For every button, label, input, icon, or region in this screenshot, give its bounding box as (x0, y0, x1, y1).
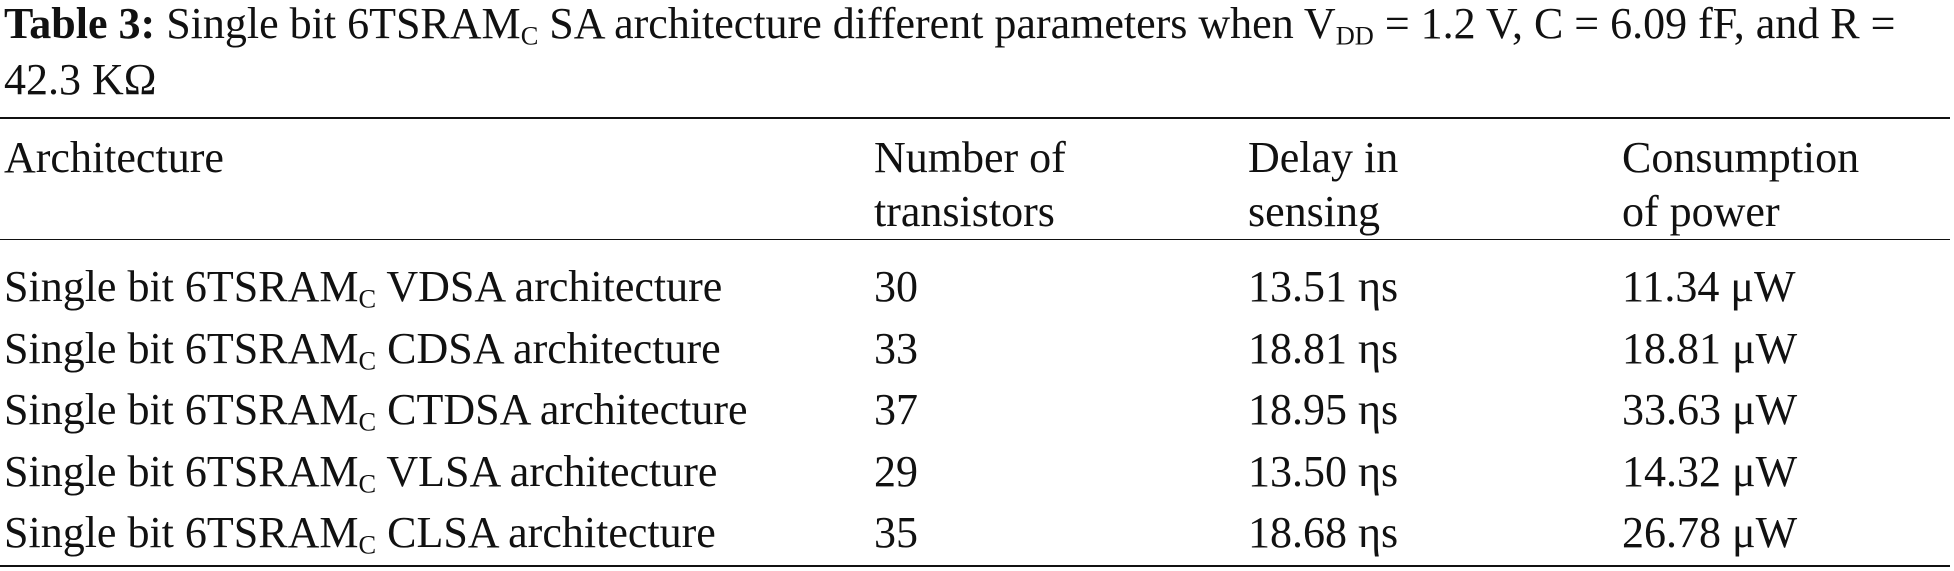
cell-text: VLSA architecture (376, 446, 718, 496)
subscript: C (358, 283, 377, 314)
cell: Single bit 6TSRAMC CLSA architecture (4, 506, 716, 560)
cell: 18.81 ηs (1248, 323, 1399, 373)
header-rule (0, 239, 1950, 240)
cell: 18.95 ηs (1248, 385, 1399, 434)
cell-text: Single bit 6TSRAM (4, 262, 359, 311)
cell: 13.50 ηs (1248, 446, 1399, 496)
bottom-rule (0, 565, 1950, 567)
cell: 18.81 μW (1622, 323, 1798, 373)
cell-text: Single bit 6TSRAM (4, 323, 359, 373)
caption-label: Table 3: (4, 0, 156, 48)
cell-text: CDSA architecture (376, 323, 721, 373)
subscript: C (358, 529, 377, 560)
cell-text: Single bit 6TSRAM (4, 446, 359, 496)
cell: 37 (874, 385, 918, 434)
subscript: C (520, 20, 539, 51)
subscript: DD (1335, 20, 1374, 51)
subscript: C (358, 468, 377, 499)
cell-text: Single bit 6TSRAM (4, 385, 359, 434)
cell: 26.78 μW (1622, 508, 1798, 557)
cell: 35 (874, 508, 918, 557)
cell-text: Single bit 6TSRAM (4, 508, 359, 557)
cell: Single bit 6TSRAMC VDSA architecture (4, 260, 722, 314)
cell-text: VDSA architecture (376, 262, 723, 311)
header-cell: Architecture (4, 133, 224, 182)
header-cell: Number of (874, 133, 1066, 182)
caption: Table 3: Single bit 6TSRAMC SA architect… (4, 0, 1944, 108)
cell: 13.51 ηs (1248, 262, 1399, 311)
cell: 29 (874, 446, 918, 496)
caption-text: Single bit 6TSRAM (166, 0, 521, 48)
cell: Single bit 6TSRAMC VLSA architecture (4, 445, 717, 499)
cell: 14.32 μW (1622, 446, 1798, 496)
header-cell: Delay in (1248, 133, 1399, 182)
caption-text: = 1.2 V, C = 6.09 fF, and R = 42.3 KΩ (4, 0, 1907, 104)
header-cell: sensing (1248, 187, 1380, 236)
cell: 18.68 ηs (1248, 508, 1399, 557)
cell: 33 (874, 323, 918, 373)
cell-text: CLSA architecture (376, 508, 716, 557)
caption-text: SA architecture different parameters whe… (538, 0, 1336, 48)
subscript: C (358, 345, 377, 376)
cell: 33.63 μW (1622, 385, 1798, 434)
cell: 30 (874, 262, 918, 311)
header-cell: of power (1622, 187, 1780, 236)
cell: Single bit 6TSRAMC CTDSA architecture (4, 383, 748, 437)
top-rule (0, 117, 1950, 119)
cell: Single bit 6TSRAMC CDSA architecture (4, 322, 721, 376)
subscript: C (358, 406, 377, 437)
cell: 11.34 μW (1622, 262, 1796, 311)
cell-text: CTDSA architecture (376, 385, 748, 434)
header-cell: Consumption (1622, 133, 1860, 182)
header-cell: transistors (874, 187, 1055, 236)
